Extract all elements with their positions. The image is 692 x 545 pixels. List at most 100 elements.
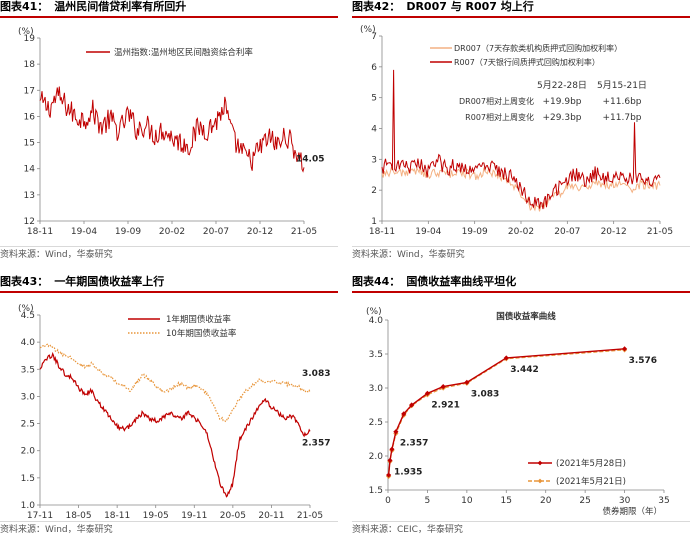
y-tick-label: 3.0 <box>369 384 384 394</box>
table-cell-week2: +11.6bp <box>602 97 641 107</box>
y-tick-label: 4.0 <box>21 338 36 348</box>
point-value-label: 2.921 <box>431 400 459 410</box>
y-tick-label: 2.5 <box>21 420 35 430</box>
x-tick-label: 18-11 <box>369 227 395 237</box>
y-unit-label: (%) <box>18 304 34 314</box>
x-tick-label: 18-11 <box>104 511 130 521</box>
series-end-label: 14.05 <box>296 154 324 164</box>
x-tick-label: 19-04 <box>71 227 97 237</box>
y-tick-label: 12 <box>24 217 35 227</box>
table-row-label: R007相对上周变化 <box>465 112 534 122</box>
figure-title-bar: 图表44： 国债收益率曲线平坦化 <box>352 275 690 293</box>
y-tick-label: 3.5 <box>21 365 35 375</box>
y-tick-label: 18 <box>24 60 36 70</box>
series-end-label: 2.357 <box>302 438 330 448</box>
x-tick-label: 20-12 <box>601 227 627 237</box>
series-line-1 <box>381 69 661 210</box>
legend-marker-1 <box>537 478 543 484</box>
series-line-1 <box>39 343 311 423</box>
y-tick-label: 15 <box>24 139 35 149</box>
series-line-0 <box>387 348 625 476</box>
figure-number: 图表41： <box>0 0 49 13</box>
x-tick-label: 35 <box>658 496 669 506</box>
x-tick-label: 20-07 <box>554 227 580 237</box>
y-unit-label: (%) <box>360 25 376 35</box>
x-tick-label: 20-07 <box>203 227 229 237</box>
x-tick-label: 19-04 <box>415 227 441 237</box>
data-point-marker <box>401 411 407 417</box>
data-point-marker <box>409 402 415 408</box>
y-tick-label: 4.0 <box>369 316 384 326</box>
x-tick-label: 0 <box>385 496 391 506</box>
legend-marker-0 <box>537 460 543 466</box>
chart-dr007-r007: 1 2 3 4 5 6 7(%) 18-11 19-04 19-09 20-02 20-07 20-12… <box>360 25 673 237</box>
figure-title-bar: 图表42： DR007 与 R007 均上行 <box>352 0 690 18</box>
x-tick-label: 21-05 <box>297 511 323 521</box>
table-header-1: 5月22-28日 <box>537 80 587 91</box>
point-value-label: 3.576 <box>629 356 657 366</box>
figure-number: 图表42： <box>352 0 401 13</box>
data-point-marker <box>621 346 628 352</box>
table-cell-week1: +19.9bp <box>542 97 581 107</box>
x-tick-label: 20 <box>540 496 552 506</box>
x-tick-label: 21-05 <box>647 227 673 237</box>
y-tick-label: 3.0 <box>21 392 36 402</box>
panel-figure-43: 图表43： 一年期国债收益率上行 1.0 1.5 2.0 2.5 3.0 3.5 4.0 4.5… <box>0 275 338 545</box>
y-tick-label: 7 <box>371 32 377 42</box>
x-tick-label: 19-09 <box>115 227 141 237</box>
figure-title-bar: 图表43： 一年期国债收益率上行 <box>0 275 338 293</box>
x-axis-label: 债券期限（年） <box>602 506 662 517</box>
panel-figure-41: 图表41： 温州民间借贷利率有所回升 12 13 14 15 16 17 18 19 (%) 18-… <box>0 0 338 270</box>
y-tick-label: 14 <box>24 165 36 175</box>
legend-label-1: 10年期国债收益率 <box>166 328 237 339</box>
legend-label-1: (2021年5月21日) <box>556 476 626 487</box>
legend-label-1: R007（7天银行间质押式回购加权利率） <box>454 57 600 67</box>
table-row-label: DR007相对上周变化 <box>459 96 534 106</box>
series-line-0 <box>381 166 661 212</box>
panel-figure-44: 图表44： 国债收益率曲线平坦化 1.5 2.0 2.5 3.0 3.5 4.0 (%) 国债收… <box>352 275 690 545</box>
y-tick-label: 16 <box>24 112 36 122</box>
panel-figure-42: 图表42： DR007 与 R007 均上行 1 2 3 4 5 6 7 (%) 18-11 19-… <box>352 0 690 270</box>
chart-inner-title: 国债收益率曲线 <box>496 311 556 322</box>
x-tick-label: 5 <box>425 496 431 506</box>
y-tick-label: 2.5 <box>369 418 383 428</box>
point-value-label: 1.935 <box>394 467 422 477</box>
y-tick-label: 3.5 <box>369 350 383 360</box>
x-tick-label: 18-05 <box>65 511 91 521</box>
y-tick-label: 3 <box>371 155 377 165</box>
y-tick-label: 1.5 <box>21 474 35 484</box>
y-unit-label: (%) <box>18 27 34 37</box>
y-tick-label: 4.5 <box>21 311 35 321</box>
figure-number: 图表44： <box>352 275 401 288</box>
x-tick-label: 20-12 <box>247 227 273 237</box>
series-line-0 <box>39 351 311 498</box>
x-tick-label: 19-05 <box>143 511 169 521</box>
data-point-marker <box>386 472 392 478</box>
series-line-1 <box>388 349 625 477</box>
legend-label-0: 1年期国债收益率 <box>166 314 231 325</box>
legend-label: 温州指数:温州地区民间融资综合利率 <box>114 47 253 58</box>
data-point-marker <box>393 429 399 435</box>
series-end-label: 3.083 <box>302 369 330 379</box>
x-tick-label: 20-02 <box>508 227 534 237</box>
x-tick-label: 25 <box>579 496 590 506</box>
figure-title: 一年期国债收益率上行 <box>54 275 165 288</box>
y-tick-label: 4 <box>371 125 377 135</box>
x-tick-label: 20-05 <box>220 511 246 521</box>
chart-wenzhou-private-lending-rate: 12 13 14 15 16 17 18 19(%) 18-11 19-04 19-09 20-02 2… <box>18 27 324 237</box>
y-tick-label: 17 <box>24 86 35 96</box>
figure-title: 温州民间借贷利率有所回升 <box>54 0 187 13</box>
x-tick-label: 15 <box>501 496 512 506</box>
y-tick-label: 2.0 <box>21 447 36 457</box>
x-tick-label: 10 <box>461 496 473 506</box>
point-value-label: 3.083 <box>471 389 499 399</box>
x-tick-label: 18-11 <box>27 227 53 237</box>
x-tick-label: 19-09 <box>462 227 488 237</box>
y-tick-label: 19 <box>24 34 36 44</box>
x-tick-label: 20-11 <box>258 511 284 521</box>
source-note: 资料来源：CEIC，华泰研究 <box>352 521 690 538</box>
source-note: 资料来源：Wind，华泰研究 <box>0 246 338 263</box>
y-tick-label: 5 <box>371 94 377 104</box>
source-note: 资料来源：Wind，华泰研究 <box>352 246 690 263</box>
